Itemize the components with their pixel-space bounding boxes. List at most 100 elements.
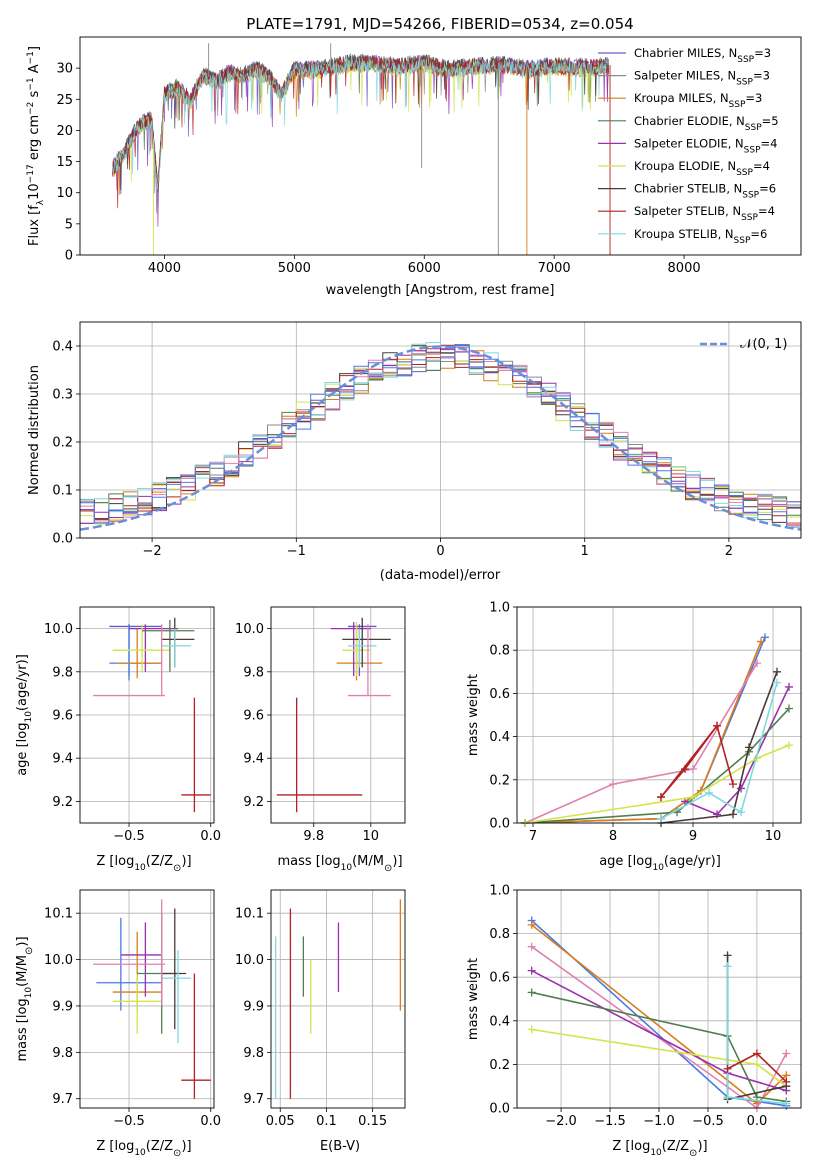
x-tick-label: 0.0 bbox=[200, 829, 221, 844]
x-tick-label: −1.0 bbox=[643, 1114, 675, 1129]
x-tick-label: 8000 bbox=[668, 261, 701, 276]
x-tick-label: 7 bbox=[529, 829, 537, 844]
x-axis-label: E(B-V) bbox=[320, 1139, 360, 1154]
mass-weight-vs-metallicity-panel: −2.0 −1.5 −1.0 −0.5 0.0 0.0 0.2 0.4 0.6 0.8 1.0 Z [… bbox=[466, 884, 802, 1159]
x-tick-label: 7000 bbox=[538, 261, 571, 276]
data-point-marker bbox=[757, 637, 765, 646]
y-tick-label: 10.0 bbox=[44, 953, 73, 968]
x-axis-label: Z [log10(Z/Z⊙)] bbox=[612, 1139, 707, 1159]
y-axis-label: Flux [fλ10−17 erg cm−2 s−1 A−1] bbox=[26, 46, 46, 246]
y-tick-label: 1.0 bbox=[489, 601, 510, 616]
y-axis-label: Normed distribution bbox=[27, 365, 42, 495]
y-axis-label: mass [log10(M/M⊙)] bbox=[15, 936, 35, 1061]
y-tick-label: 9.4 bbox=[243, 752, 264, 767]
x-tick-label: 0.0 bbox=[200, 1114, 221, 1129]
y-tick-label: 30 bbox=[56, 62, 73, 77]
data-point-marker bbox=[729, 780, 737, 789]
y-tick-label: 0.8 bbox=[489, 644, 510, 659]
legend-entry: Kroupa MILES, NSSP=3 bbox=[634, 91, 762, 110]
y-axis-label: mass weight bbox=[466, 674, 481, 756]
legend-entry: Kroupa STELIB, NSSP=6 bbox=[634, 227, 767, 246]
histogram-series-step bbox=[80, 344, 801, 530]
series-line bbox=[684, 686, 790, 816]
data-point-marker bbox=[782, 1049, 791, 1058]
data-point-marker bbox=[723, 1093, 732, 1102]
x-tick-label: 2 bbox=[725, 544, 733, 559]
data-point-marker bbox=[761, 633, 769, 642]
y-tick-label: 0.4 bbox=[52, 340, 73, 355]
y-tick-label: 10.0 bbox=[235, 622, 264, 637]
data-point-marker bbox=[753, 659, 761, 668]
x-tick-label: 1 bbox=[581, 544, 589, 559]
legend-entry: Salpeter STELIB, NSSP=4 bbox=[634, 204, 775, 223]
x-tick-label: 0.15 bbox=[358, 1114, 387, 1129]
age-vs-mass-panel: 9.8 10 9.2 9.4 9.6 9.8 10.0 mass [log10(M/M⊙)] bbox=[235, 606, 406, 874]
data-point-marker bbox=[752, 1060, 761, 1069]
x-axis-label: Z [log10(Z/Z⊙)] bbox=[96, 854, 191, 874]
y-tick-label: 9.4 bbox=[52, 752, 73, 767]
x-axis-label: (data-model)/error bbox=[380, 568, 501, 583]
data-point-marker bbox=[527, 920, 536, 929]
y-tick-label: 9.2 bbox=[52, 795, 73, 810]
y-tick-label: 10.0 bbox=[44, 622, 73, 637]
x-tick-label: −2 bbox=[143, 544, 162, 559]
x-tick-label: 0.05 bbox=[266, 1114, 295, 1129]
axes-frame bbox=[79, 606, 215, 824]
data-point-marker bbox=[713, 721, 721, 730]
y-tick-label: 10.0 bbox=[235, 953, 264, 968]
y-tick-label: 0.2 bbox=[489, 1058, 510, 1073]
y-tick-label: 0.2 bbox=[489, 773, 510, 788]
data-point-marker bbox=[657, 793, 665, 802]
data-point-marker bbox=[689, 793, 697, 802]
data-point-marker bbox=[737, 808, 745, 817]
legend-entry: Chabrier ELODIE, NSSP=5 bbox=[634, 114, 779, 133]
y-tick-label: 0.6 bbox=[489, 971, 510, 986]
mass-vs-extinction-panel: 0.05 0.1 0.15 9.7 9.8 9.9 10.0 10.1 E(B-V) bbox=[235, 889, 406, 1154]
legend-entry: Chabrier STELIB, NSSP=6 bbox=[634, 182, 776, 201]
x-tick-label: −1.5 bbox=[594, 1114, 626, 1129]
data-point-marker bbox=[752, 1049, 761, 1058]
y-tick-label: 0.4 bbox=[489, 1014, 510, 1029]
y-tick-label: 0.0 bbox=[489, 1102, 510, 1117]
y-tick-label: 9.6 bbox=[243, 709, 264, 724]
data-point-marker bbox=[745, 743, 753, 752]
legend-entry: Salpeter ELODIE, NSSP=4 bbox=[634, 136, 777, 155]
histogram-steps bbox=[80, 342, 801, 531]
y-tick-label: 0.2 bbox=[52, 436, 73, 451]
data-point-marker bbox=[782, 1099, 791, 1108]
data-point-marker bbox=[785, 741, 793, 750]
y-tick-label: 9.9 bbox=[243, 999, 264, 1014]
spectrum-lines bbox=[112, 43, 611, 255]
mass-weight-vs-age-panel: 7 8 9 10 0.0 0.2 0.4 0.6 0.8 1.0 age [log10(age/yr… bbox=[466, 601, 802, 873]
x-tick-label: 6000 bbox=[408, 261, 441, 276]
data-point-marker bbox=[527, 942, 536, 951]
series-line bbox=[524, 641, 762, 824]
data-point-marker bbox=[723, 962, 732, 971]
data-point-marker bbox=[785, 704, 793, 713]
x-tick-label: −0.5 bbox=[113, 829, 145, 844]
x-tick-label: −0.5 bbox=[113, 1114, 145, 1129]
y-tick-label: 0.0 bbox=[489, 817, 510, 832]
x-tick-label: 9.8 bbox=[303, 829, 324, 844]
axes-frame bbox=[516, 606, 802, 824]
x-tick-label: 0.1 bbox=[316, 1114, 337, 1129]
data-point-marker bbox=[773, 678, 781, 687]
data-point-marker bbox=[657, 814, 665, 823]
x-tick-label: 0.0 bbox=[747, 1114, 768, 1129]
legend-entry: Kroupa ELODIE, NSSP=4 bbox=[634, 159, 770, 178]
series-line bbox=[524, 662, 758, 824]
x-tick-label: 8 bbox=[609, 829, 617, 844]
x-tick-label: −1 bbox=[287, 544, 306, 559]
x-tick-label: 0 bbox=[436, 544, 444, 559]
y-axis-label: age [log10(age/yr)] bbox=[15, 654, 34, 776]
y-tick-label: 9.8 bbox=[52, 1046, 73, 1061]
x-axis-label: mass [log10(M/M⊙)] bbox=[277, 854, 402, 874]
spectrum-series-line bbox=[112, 55, 610, 209]
y-tick-label: 10 bbox=[56, 186, 73, 201]
data-point-marker bbox=[705, 788, 713, 797]
x-tick-label: 5000 bbox=[278, 261, 311, 276]
y-tick-label: 9.9 bbox=[52, 999, 73, 1014]
histogram-series-step bbox=[80, 345, 801, 528]
data-point-marker bbox=[723, 951, 732, 960]
